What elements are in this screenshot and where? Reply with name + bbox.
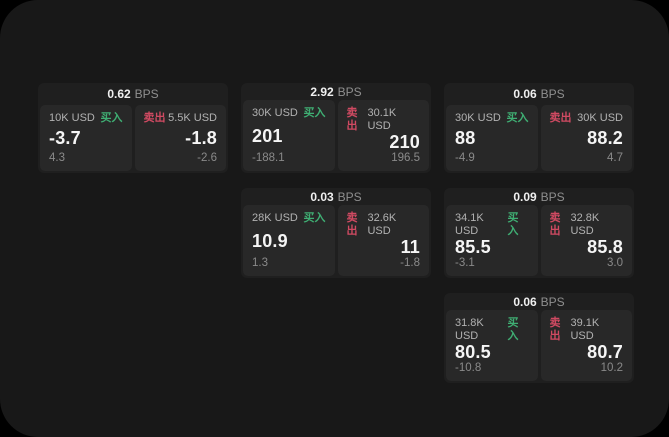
panels: 28K USD 买入 10.9 1.3 卖出 32.6K USD 11 -1.8 <box>243 205 429 276</box>
buy-amount: 28K USD <box>252 212 298 224</box>
buy-side-label: 买入 <box>100 112 123 124</box>
panels: 30K USD 买入 201 -188.1 卖出 30.1K USD 210 1… <box>243 100 429 171</box>
bps-unit: BPS <box>540 294 565 309</box>
sell-panel[interactable]: 卖出 30K USD 88.2 4.7 <box>540 105 632 171</box>
panels: 31.8K USD 买入 80.5 -10.8 卖出 39.1K USD 80.… <box>446 310 632 381</box>
sell-amount: 39.1K USD <box>570 317 600 342</box>
buy-delta: -188.1 <box>252 152 285 164</box>
bps-value: 2.92 <box>310 84 334 99</box>
panels: 34.1K USD 买入 85.5 -3.1 卖出 32.8K USD 85.8… <box>446 205 632 276</box>
buy-delta: 4.3 <box>49 152 65 164</box>
bps-unit: BPS <box>134 87 159 101</box>
bps-value: 0.62 <box>107 87 131 101</box>
sell-price: -1.8 <box>185 128 217 148</box>
bps-value: 0.09 <box>513 189 537 204</box>
buy-side-label: 买入 <box>303 212 326 224</box>
buy-panel[interactable]: 30K USD 买入 88 -4.9 <box>446 105 538 171</box>
sell-delta: -1.8 <box>400 257 420 269</box>
buy-side-label: 买入 <box>303 107 326 119</box>
sell-side-label: 卖出 <box>346 212 358 237</box>
buy-amount: 30K USD <box>455 112 501 124</box>
sell-price: 210 <box>389 132 420 152</box>
buy-panel[interactable]: 10K USD 买入 -3.7 4.3 <box>40 105 132 171</box>
buy-price: 80.5 <box>455 342 491 362</box>
bps-value: 0.06 <box>513 87 537 101</box>
buy-price: 85.5 <box>455 237 491 257</box>
quote-card-5: 0.09 BPS 34.1K USD 买入 85.5 -3.1 卖出 32.8K… <box>444 188 634 278</box>
card-header: 0.03 BPS <box>243 188 429 205</box>
bps-value: 0.06 <box>513 294 537 309</box>
quote-card-6: 0.06 BPS 31.8K USD 买入 80.5 -10.8 卖出 39.1… <box>444 293 634 383</box>
panels: 30K USD 买入 88 -4.9 卖出 30K USD 88.2 4.7 <box>446 105 632 171</box>
quote-card-1: 0.62 BPS 10K USD 买入 -3.7 4.3 卖出 5.5K USD… <box>38 83 228 173</box>
card-header: 0.06 BPS <box>446 83 632 105</box>
panels: 10K USD 买入 -3.7 4.3 卖出 5.5K USD -1.8 -2.… <box>40 105 226 171</box>
bps-unit: BPS <box>337 84 362 99</box>
card-header: 0.09 BPS <box>446 188 632 205</box>
sell-side-label: 卖出 <box>549 112 572 124</box>
quote-card-3: 0.06 BPS 30K USD 买入 88 -4.9 卖出 30K USD 8… <box>444 83 634 173</box>
sell-panel[interactable]: 卖出 39.1K USD 80.7 10.2 <box>540 310 632 381</box>
buy-delta: -4.9 <box>455 152 475 164</box>
quote-card-4: 0.03 BPS 28K USD 买入 10.9 1.3 卖出 32.6K US… <box>241 188 431 278</box>
sell-panel[interactable]: 卖出 32.6K USD 11 -1.8 <box>337 205 429 276</box>
card-header: 0.06 BPS <box>446 293 632 310</box>
buy-panel[interactable]: 31.8K USD 买入 80.5 -10.8 <box>446 310 538 381</box>
buy-side-label: 买入 <box>507 317 519 342</box>
buy-amount: 34.1K USD <box>455 212 484 237</box>
sell-amount: 5.5K USD <box>168 112 217 124</box>
sell-delta: -2.6 <box>197 152 217 164</box>
buy-side-label: 买入 <box>506 112 529 124</box>
buy-amount: 31.8K USD <box>455 317 484 342</box>
sell-panel[interactable]: 卖出 5.5K USD -1.8 -2.6 <box>134 105 226 171</box>
buy-side-label: 买入 <box>507 212 519 237</box>
buy-panel[interactable]: 30K USD 买入 201 -188.1 <box>243 100 335 171</box>
card-header: 2.92 BPS <box>243 83 429 100</box>
quote-card-2: 2.92 BPS 30K USD 买入 201 -188.1 卖出 30.1K … <box>241 83 431 173</box>
sell-side-label: 卖出 <box>346 107 358 132</box>
sell-delta: 3.0 <box>607 257 623 269</box>
buy-amount: 30K USD <box>252 107 298 119</box>
bps-unit: BPS <box>540 189 565 204</box>
sell-delta: 10.2 <box>600 362 623 374</box>
sell-price: 80.7 <box>587 342 623 362</box>
buy-delta: -10.8 <box>455 362 482 374</box>
sell-panel[interactable]: 卖出 32.8K USD 85.8 3.0 <box>540 205 632 276</box>
buy-delta: -3.1 <box>455 257 475 269</box>
sell-side-label: 卖出 <box>549 212 561 237</box>
buy-amount: 10K USD <box>49 112 95 124</box>
buy-price: -3.7 <box>49 128 81 148</box>
bps-unit: BPS <box>540 87 565 101</box>
sell-price: 85.8 <box>587 237 623 257</box>
bps-unit: BPS <box>337 189 362 204</box>
sell-side-label: 卖出 <box>549 317 561 342</box>
sell-amount: 30.1K USD <box>367 107 397 132</box>
quote-grid: 0.62 BPS 10K USD 买入 -3.7 4.3 卖出 5.5K USD… <box>38 83 634 383</box>
sell-price: 88.2 <box>587 128 623 148</box>
buy-price: 10.9 <box>252 230 288 251</box>
sell-amount: 32.8K USD <box>570 212 600 237</box>
sell-delta: 4.7 <box>607 152 623 164</box>
sell-price: 11 <box>400 237 420 257</box>
buy-price: 88 <box>455 128 476 148</box>
sell-amount: 32.6K USD <box>367 212 397 237</box>
buy-panel[interactable]: 28K USD 买入 10.9 1.3 <box>243 205 335 276</box>
sell-amount: 30K USD <box>577 112 623 124</box>
buy-panel[interactable]: 34.1K USD 买入 85.5 -3.1 <box>446 205 538 276</box>
buy-price: 201 <box>252 125 283 146</box>
card-header: 0.62 BPS <box>40 83 226 105</box>
sell-panel[interactable]: 卖出 30.1K USD 210 196.5 <box>337 100 429 171</box>
buy-delta: 1.3 <box>252 257 268 269</box>
sell-delta: 196.5 <box>391 152 420 164</box>
bps-value: 0.03 <box>310 189 334 204</box>
sell-side-label: 卖出 <box>143 112 166 124</box>
